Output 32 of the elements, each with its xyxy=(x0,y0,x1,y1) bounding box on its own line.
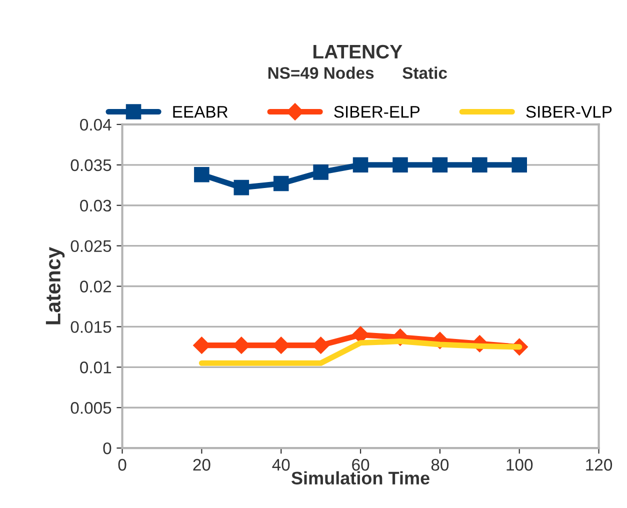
legend-label: EEABR xyxy=(173,106,228,118)
legend-label: SIBER-ELP xyxy=(334,106,420,118)
y-axis-title: Latency xyxy=(46,247,65,324)
y-tick-label: 0.01 xyxy=(80,362,112,374)
point xyxy=(392,157,408,173)
legend-label: SIBER-VLP xyxy=(526,106,612,118)
point xyxy=(352,157,368,173)
point xyxy=(432,157,448,173)
x-tick-label: 80 xyxy=(431,458,449,471)
y-tick-label: 0.015 xyxy=(70,321,112,333)
point xyxy=(234,180,250,196)
point xyxy=(194,166,210,182)
x-axis-title: Simulation Time xyxy=(291,471,430,484)
y-tick-label: 0.03 xyxy=(80,200,112,212)
x-tick-label: 120 xyxy=(586,458,612,471)
point xyxy=(313,164,328,180)
x-tick-label: 20 xyxy=(193,458,210,471)
y-tick-label: 0.02 xyxy=(80,280,112,292)
x-tick-label: 40 xyxy=(272,458,290,471)
y-tick-label: 0.025 xyxy=(70,240,112,252)
y-tick-label: 0.035 xyxy=(70,159,112,172)
x-tick-label: 60 xyxy=(352,458,370,471)
chart-subtitle: NS=49 Nodes Static xyxy=(268,66,447,79)
y-tick-label: 0 xyxy=(103,442,112,454)
chart-title: LATENCY xyxy=(313,44,402,59)
point xyxy=(273,176,289,192)
y-tick-label: 0.04 xyxy=(80,118,112,131)
point xyxy=(512,157,528,173)
x-tick-label: 0 xyxy=(118,458,126,471)
point xyxy=(472,157,488,173)
x-tick-label: 100 xyxy=(506,458,533,471)
y-tick-label: 0.005 xyxy=(70,402,112,414)
